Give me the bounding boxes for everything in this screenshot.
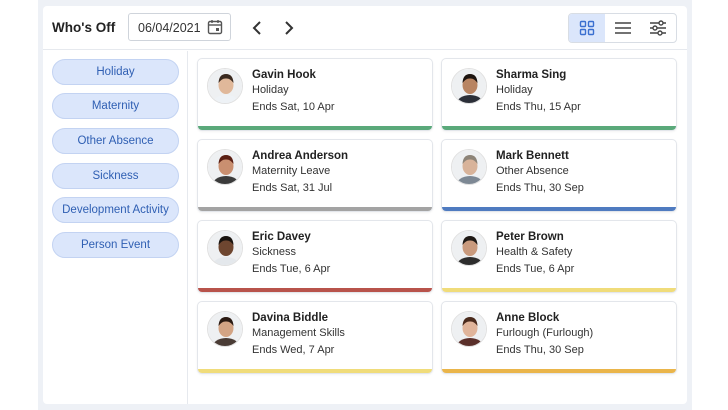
avatar bbox=[451, 68, 487, 104]
list-view-icon bbox=[614, 22, 631, 34]
absence-type: Holiday bbox=[496, 84, 533, 96]
end-date: Ends Thu, 30 Sep bbox=[496, 344, 584, 356]
page-title: Who's Off bbox=[52, 20, 116, 35]
filter-sliders-icon bbox=[650, 20, 667, 36]
end-date: Ends Tue, 6 Apr bbox=[252, 263, 331, 275]
chevron-left-icon[interactable] bbox=[248, 18, 268, 38]
absence-type: Maternity Leave bbox=[252, 165, 331, 177]
absence-card[interactable]: Mark Bennett Other Absence Ends Thu, 30 Se… bbox=[441, 139, 677, 212]
person-name: Peter Brown bbox=[496, 231, 564, 243]
filter-maternity[interactable]: Maternity bbox=[52, 93, 179, 119]
absence-color-bar bbox=[442, 207, 676, 211]
person-name: Sharma Sing bbox=[496, 69, 567, 81]
absence-color-bar bbox=[442, 369, 676, 373]
person-name: Mark Bennett bbox=[496, 150, 569, 162]
person-name: Davina Biddle bbox=[252, 312, 329, 324]
absence-color-bar bbox=[198, 288, 432, 292]
absence-color-bar bbox=[198, 207, 432, 211]
avatar bbox=[207, 230, 243, 266]
absence-type-sidebar: Holiday Maternity Other Absence Sickness… bbox=[43, 51, 188, 404]
absence-color-bar bbox=[442, 126, 676, 130]
toolbar: Who's Off 06/04/2021 bbox=[43, 6, 687, 50]
filter-person-event[interactable]: Person Event bbox=[52, 232, 179, 258]
avatar bbox=[451, 311, 487, 347]
absence-type: Health & Safety bbox=[496, 246, 573, 258]
absence-color-bar bbox=[442, 288, 676, 292]
person-name: Andrea Anderson bbox=[252, 150, 349, 162]
filter-button[interactable] bbox=[640, 14, 676, 42]
end-date: Ends Thu, 30 Sep bbox=[496, 182, 584, 194]
filter-holiday[interactable]: Holiday bbox=[52, 59, 179, 85]
end-date: Ends Thu, 15 Apr bbox=[496, 101, 581, 113]
end-date: Ends Sat, 10 Apr bbox=[252, 101, 335, 113]
person-name: Eric Davey bbox=[252, 231, 311, 243]
whos-off-panel: Who's Off 06/04/2021 bbox=[43, 6, 687, 404]
end-date: Ends Tue, 6 Apr bbox=[496, 263, 575, 275]
avatar bbox=[207, 311, 243, 347]
date-value: 06/04/2021 bbox=[138, 21, 201, 35]
absence-color-bar bbox=[198, 126, 432, 130]
list-view-button[interactable] bbox=[605, 14, 641, 42]
view-toggle-group bbox=[568, 13, 677, 43]
absence-card[interactable]: Eric Davey Sickness Ends Tue, 6 Apr bbox=[197, 220, 433, 293]
avatar bbox=[207, 149, 243, 185]
absence-card[interactable]: Peter Brown Health & Safety Ends Tue, 6 Ap… bbox=[441, 220, 677, 293]
absence-type: Other Absence bbox=[496, 165, 569, 177]
avatar bbox=[207, 68, 243, 104]
filter-other-absence[interactable]: Other Absence bbox=[52, 128, 179, 154]
calendar-icon[interactable] bbox=[207, 19, 223, 35]
person-name: Anne Block bbox=[496, 312, 560, 324]
absence-type: Management Skills bbox=[252, 327, 345, 339]
filter-sickness[interactable]: Sickness bbox=[52, 163, 179, 189]
absence-type: Holiday bbox=[252, 84, 289, 96]
absence-card[interactable]: Anne Block Furlough (Furlough) Ends Thu, 3… bbox=[441, 301, 677, 374]
absence-card[interactable]: Andrea Anderson Maternity Leave Ends Sat, … bbox=[197, 139, 433, 212]
filter-development-activity[interactable]: Development Activity bbox=[52, 197, 179, 223]
absence-card[interactable]: Sharma Sing Holiday Ends Thu, 15 Apr bbox=[441, 58, 677, 131]
absence-type: Sickness bbox=[252, 246, 297, 258]
grid-view-icon bbox=[579, 20, 595, 36]
person-name: Gavin Hook bbox=[252, 69, 316, 81]
absence-card[interactable]: Davina Biddle Management Skills Ends Wed, … bbox=[197, 301, 433, 374]
date-picker-input[interactable]: 06/04/2021 bbox=[128, 13, 231, 41]
end-date: Ends Sat, 31 Jul bbox=[252, 182, 333, 194]
absence-type: Furlough (Furlough) bbox=[496, 327, 594, 339]
grid-view-button[interactable] bbox=[569, 14, 605, 42]
chevron-right-icon[interactable] bbox=[278, 18, 298, 38]
avatar bbox=[451, 230, 487, 266]
absence-card[interactable]: Gavin Hook Holiday Ends Sat, 10 Apr bbox=[197, 58, 433, 131]
avatar bbox=[451, 149, 487, 185]
absence-color-bar bbox=[198, 369, 432, 373]
end-date: Ends Wed, 7 Apr bbox=[252, 344, 335, 356]
